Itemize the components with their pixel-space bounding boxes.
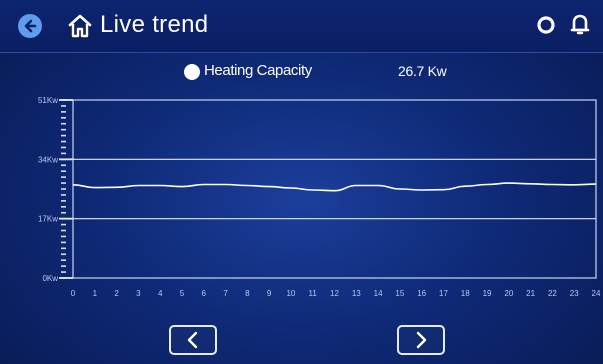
x-tick-label-23: 23 bbox=[570, 289, 579, 298]
x-tick-label-3: 3 bbox=[136, 289, 141, 298]
next-button[interactable] bbox=[397, 325, 445, 355]
x-tick-label-9: 9 bbox=[267, 289, 272, 298]
y-tick-label-3: 0Kw bbox=[42, 274, 58, 283]
chevron-left-icon bbox=[187, 331, 198, 349]
header-bar: Live trend bbox=[0, 0, 603, 53]
back-button[interactable] bbox=[18, 14, 42, 38]
y-tick-label-2: 17Kw bbox=[38, 215, 58, 224]
x-tick-label-4: 4 bbox=[158, 289, 163, 298]
x-tick-label-21: 21 bbox=[526, 289, 535, 298]
x-tick-label-2: 2 bbox=[114, 289, 119, 298]
x-tick-label-16: 16 bbox=[417, 289, 426, 298]
x-tick-label-17: 17 bbox=[439, 289, 448, 298]
legend-value: 26.7 Kw bbox=[398, 63, 447, 79]
chevron-right-icon bbox=[416, 331, 427, 349]
page-title: Live trend bbox=[100, 11, 209, 38]
settings-ring-icon[interactable] bbox=[536, 15, 556, 35]
x-tick-label-8: 8 bbox=[245, 289, 250, 298]
x-tick-label-10: 10 bbox=[286, 289, 295, 298]
x-tick-label-0: 0 bbox=[71, 289, 76, 298]
x-tick-label-12: 12 bbox=[330, 289, 339, 298]
x-tick-label-19: 19 bbox=[483, 289, 492, 298]
x-tick-label-1: 1 bbox=[93, 289, 98, 298]
y-tick-label-0: 51Kw bbox=[38, 96, 58, 105]
series-line-0 bbox=[72, 182, 597, 192]
x-tick-label-24: 24 bbox=[592, 289, 601, 298]
bell-icon[interactable] bbox=[570, 13, 590, 37]
home-icon[interactable] bbox=[68, 13, 92, 39]
back-arrow-icon bbox=[24, 19, 37, 33]
x-tick-label-7: 7 bbox=[223, 289, 228, 298]
x-tick-label-22: 22 bbox=[548, 289, 557, 298]
previous-button[interactable] bbox=[169, 325, 217, 355]
x-tick-label-18: 18 bbox=[461, 289, 470, 298]
x-tick-label-13: 13 bbox=[352, 289, 361, 298]
x-tick-label-15: 15 bbox=[395, 289, 404, 298]
legend-marker bbox=[184, 64, 200, 80]
plot-frame bbox=[72, 99, 597, 279]
x-tick-label-11: 11 bbox=[309, 289, 318, 298]
legend-label: Heating Capacity bbox=[204, 62, 312, 79]
x-tick-label-14: 14 bbox=[374, 289, 383, 298]
x-tick-label-6: 6 bbox=[202, 289, 207, 298]
y-tick-label-1: 34Kw bbox=[38, 155, 58, 164]
x-tick-label-5: 5 bbox=[180, 289, 185, 298]
x-tick-label-20: 20 bbox=[504, 289, 513, 298]
